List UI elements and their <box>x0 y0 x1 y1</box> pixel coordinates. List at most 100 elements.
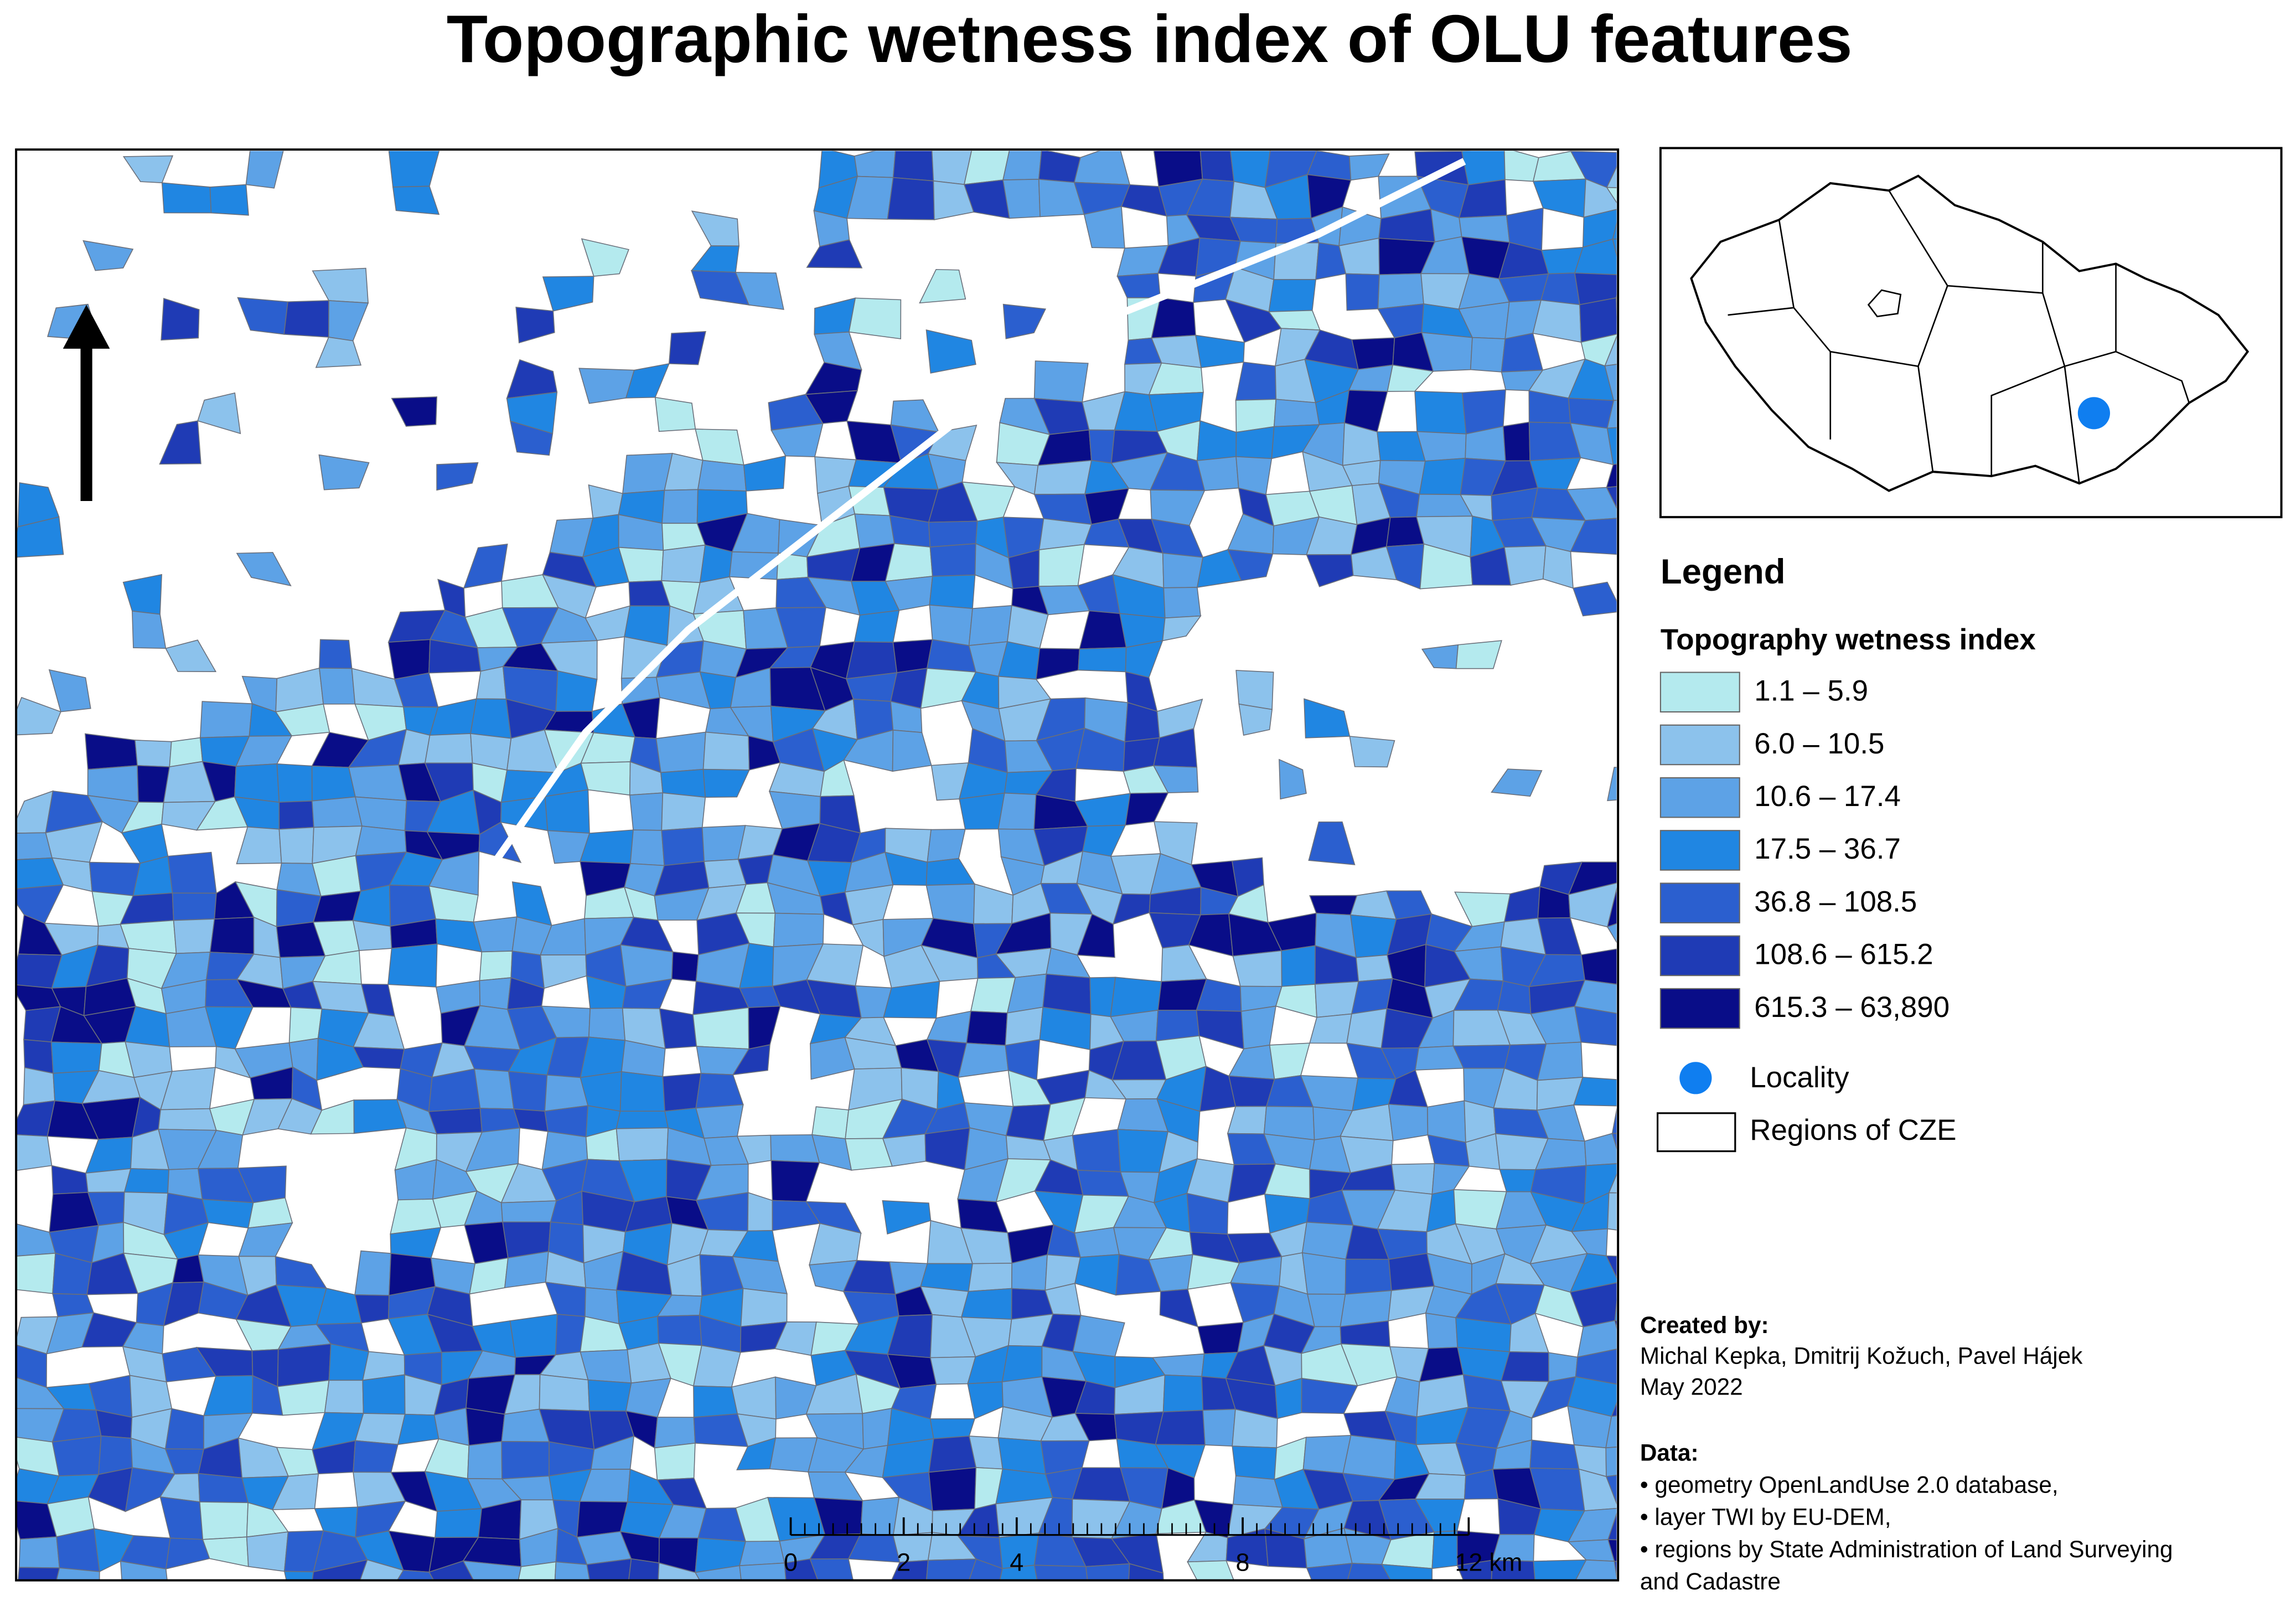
parcel <box>654 1442 696 1481</box>
parcel <box>1456 1559 1493 1581</box>
parcel <box>1235 426 1275 459</box>
parcel <box>518 1561 557 1581</box>
scale-bar-label: 0 <box>784 1548 798 1576</box>
region-borders <box>1728 190 2190 484</box>
parcel <box>467 1440 503 1480</box>
parcel <box>56 1567 100 1581</box>
parcel <box>658 1562 701 1581</box>
data-source-line: and Cadastre <box>1640 1568 1781 1594</box>
parcel <box>1002 151 1042 180</box>
parcel <box>354 1294 390 1324</box>
parcel <box>1607 767 1617 802</box>
parcel <box>278 827 314 864</box>
parcel <box>1391 1163 1435 1195</box>
legend-class-label: 6.0 – 10.5 <box>1754 727 1884 760</box>
parcel <box>587 1379 632 1412</box>
data-heading: Data: <box>1640 1439 1699 1465</box>
parcel <box>1238 703 1273 736</box>
parcel <box>311 796 363 828</box>
parcel <box>1342 1434 1397 1480</box>
parcel <box>315 337 362 368</box>
parcel <box>1501 1351 1549 1382</box>
parcel <box>1309 895 1358 916</box>
parcel <box>862 1408 892 1450</box>
parcel <box>17 1567 60 1581</box>
parcel <box>1607 1192 1617 1231</box>
parcel <box>654 1417 696 1449</box>
parcel <box>1416 431 1467 462</box>
parcel <box>588 1008 626 1041</box>
parcel <box>1001 1345 1043 1383</box>
parcel <box>629 792 664 831</box>
parcel <box>539 1374 590 1412</box>
parcel <box>1605 1415 1617 1449</box>
parcel <box>1308 821 1356 865</box>
parcel <box>508 1071 548 1112</box>
parcel <box>89 861 141 896</box>
parcel <box>1503 545 1547 586</box>
parcel <box>1152 765 1199 793</box>
parcel <box>925 883 975 925</box>
parcel <box>668 330 706 365</box>
parcel <box>1574 1005 1617 1046</box>
parcel <box>51 1435 102 1476</box>
legend-swatch <box>1659 777 1740 818</box>
parcel <box>968 1558 1003 1581</box>
parcel <box>629 829 665 866</box>
parcel <box>1576 1320 1617 1358</box>
legend-swatch <box>1659 724 1740 766</box>
parcel <box>1196 456 1239 492</box>
data-sources: • geometry OpenLandUse 2.0 database, • la… <box>1640 1472 2173 1595</box>
parcel <box>1606 187 1617 204</box>
parcel <box>16 1252 56 1294</box>
parcel <box>319 639 353 669</box>
parcel <box>925 329 976 374</box>
parcel <box>1606 400 1617 429</box>
parcel <box>1230 151 1271 188</box>
legend-locality-marker <box>1679 1062 1712 1094</box>
parcel <box>1162 1374 1203 1413</box>
legend-title: Legend <box>1661 552 1786 591</box>
parcel <box>120 1561 168 1581</box>
parcel <box>1614 1320 1617 1329</box>
parcel <box>1162 615 1202 642</box>
parcel <box>18 1536 60 1568</box>
data-source-line: • geometry OpenLandUse 2.0 database, <box>1640 1472 2059 1498</box>
parcel <box>288 1006 323 1044</box>
parcel <box>891 1559 929 1581</box>
parcel <box>469 1257 509 1295</box>
parcel <box>854 610 900 643</box>
parcel <box>1002 179 1041 219</box>
parcel <box>1344 1258 1392 1295</box>
parcel <box>387 943 438 988</box>
scale-bar-unit: km <box>1489 1548 1522 1576</box>
parcel <box>123 1168 169 1194</box>
parcel <box>1380 1563 1433 1581</box>
scale-bar-label: 12 <box>1455 1548 1482 1576</box>
parcel <box>695 428 744 466</box>
parcel <box>209 917 255 955</box>
parcel <box>1072 1467 1131 1502</box>
parcel <box>1074 1227 1120 1258</box>
parcel <box>1346 1008 1388 1049</box>
parcel <box>276 763 313 803</box>
parcel <box>159 420 201 465</box>
credits-authors: Michal Kepka, Dmitrij Kožuch, Pavel Háje… <box>1640 1343 2083 1369</box>
parcel <box>23 1067 55 1106</box>
parcel <box>580 1349 632 1384</box>
parcel <box>1452 1044 1511 1069</box>
parcel <box>628 1558 660 1581</box>
parcel <box>479 951 513 982</box>
data-source-line: • regions by State Administration of Lan… <box>1640 1536 2173 1562</box>
parcel <box>1497 980 1532 1015</box>
credits-date: May 2022 <box>1640 1373 1743 1399</box>
parcel <box>236 552 292 587</box>
parcel <box>319 668 356 705</box>
parcel <box>929 574 976 610</box>
parcel <box>1612 238 1617 257</box>
parcel <box>246 1531 289 1572</box>
parcel <box>478 822 522 864</box>
parcel <box>1163 587 1201 619</box>
legend-class-label: 17.5 – 36.7 <box>1754 833 1901 865</box>
parcel <box>1502 421 1530 462</box>
